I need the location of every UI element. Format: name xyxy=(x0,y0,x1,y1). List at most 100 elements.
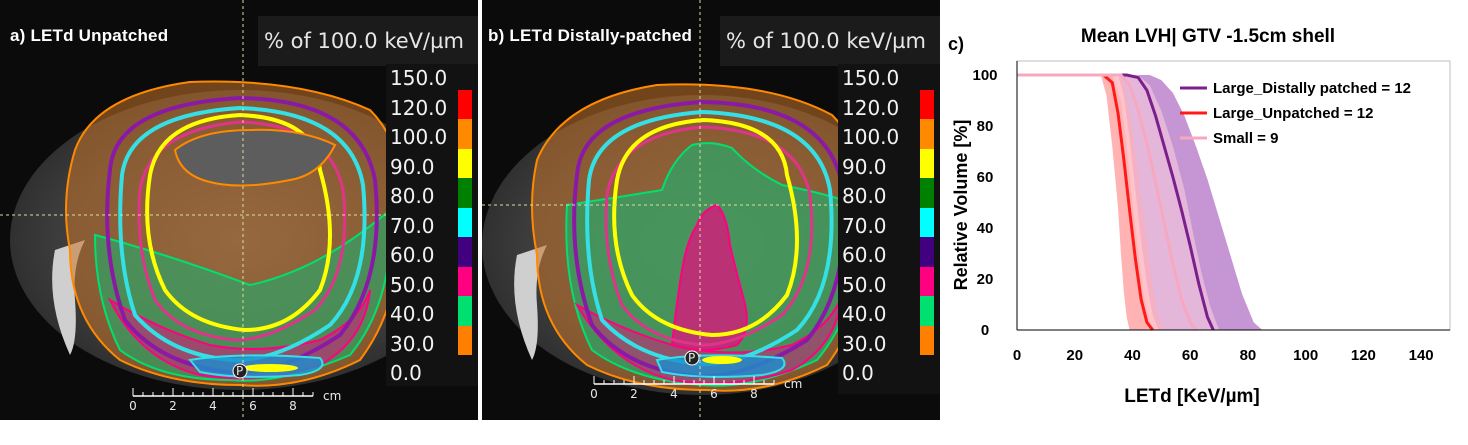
marker-label: P xyxy=(688,351,696,365)
marker-circle xyxy=(684,350,700,366)
chart-title: Mean LVH| GTV -1.5cm shell xyxy=(1081,26,1335,47)
legend-swatch xyxy=(920,148,934,178)
legend-value: 80.0 xyxy=(842,184,887,208)
panel-b-dose-legend: 150.0 120.0 100.0 90.0 80.0 70.0 60.0 50.0 40.0 3… xyxy=(838,64,940,394)
lvh-chart-svg: c) Mean LVH| GTV -1.5cm shell Relative V… xyxy=(948,26,1451,407)
series-line-0 xyxy=(1017,73,1215,331)
legend-value: 40.0 xyxy=(390,302,435,326)
y-tick-label: 0 xyxy=(981,322,989,339)
x-tick-label: 20 xyxy=(1066,347,1083,364)
legend-value: 70.0 xyxy=(390,213,435,238)
target-volume-yellow xyxy=(145,112,332,333)
panel-a-letd-unpatched: 0 2 4 6 8 cm a) LETd Unpatched % of 100.0 keV… xyxy=(0,0,478,420)
pelvic-bone-left xyxy=(52,240,85,355)
legend-value: 30.0 xyxy=(842,331,887,356)
x-tick-label: 0 xyxy=(1013,347,1021,364)
chart-panel-label: c) xyxy=(948,34,964,54)
pelvic-bone-left xyxy=(514,245,547,360)
legend-value: 40.0 xyxy=(842,302,887,326)
legend-swatch xyxy=(458,296,472,326)
series-line-2 xyxy=(1017,73,1198,331)
scale-tick-label: 6 xyxy=(710,387,718,401)
marker-circle xyxy=(232,363,248,379)
x-tick-label: 60 xyxy=(1182,347,1199,364)
legend-value: 150.0 xyxy=(390,66,448,90)
panel-a-unit: % of 100.0 keV/µm xyxy=(258,16,478,66)
legend-value: 30.0 xyxy=(390,331,435,356)
scale-tick-label: 4 xyxy=(209,399,217,413)
legend-value: 90.0 xyxy=(842,154,887,179)
series-line-1 xyxy=(1017,73,1154,331)
y-tick-label: 80 xyxy=(977,118,994,135)
legend-swatch xyxy=(458,325,472,355)
x-tick-label: 100 xyxy=(1293,347,1318,364)
contour-purple xyxy=(572,99,846,379)
legend-swatch xyxy=(458,178,472,208)
scale-tick-label: 2 xyxy=(630,387,638,401)
air-pocket xyxy=(173,128,337,187)
legend-value: 60.0 xyxy=(390,243,435,267)
y-tick-label: 100 xyxy=(972,67,997,84)
chart-x-axis-label: LETd [KeV/µm] xyxy=(1124,386,1260,407)
legend-entry-2: Small = 9 xyxy=(1213,130,1278,147)
scale-tick-label: 0 xyxy=(590,387,598,401)
scale-tick-label: 8 xyxy=(750,387,758,401)
legend-value: 100.0 xyxy=(390,125,448,149)
legend-swatch xyxy=(458,237,472,267)
scale-tick-label: 6 xyxy=(249,399,257,413)
x-tick-label: 140 xyxy=(1409,347,1434,364)
legend-swatch xyxy=(920,178,934,208)
legend-value: 0.0 xyxy=(842,361,874,385)
legend-value: 60.0 xyxy=(842,243,887,267)
legend-swatch xyxy=(458,148,472,178)
legend-value: 70.0 xyxy=(842,213,887,238)
legend-value: 150.0 xyxy=(842,66,900,90)
contour-cyan xyxy=(118,105,367,363)
series-band-2 xyxy=(1017,75,1220,330)
legend-entry-1: Large_Unpatched = 12 xyxy=(1213,105,1373,122)
x-tick-label: 40 xyxy=(1124,347,1141,364)
legend-swatch xyxy=(920,296,934,326)
legend-swatch xyxy=(458,266,472,296)
legend-swatch xyxy=(920,89,934,119)
scale-bar: 0 2 4 6 8 cm xyxy=(590,376,802,401)
marker-label: P xyxy=(236,364,244,378)
legend-value: 80.0 xyxy=(390,184,435,208)
legend-swatch xyxy=(920,207,934,237)
y-tick-label: 60 xyxy=(977,169,994,186)
legend-swatch xyxy=(920,237,934,267)
panel-b-letd-distally-patched: 0 2 4 6 8 cm b) LETd Distally-patched % of 10… xyxy=(482,0,940,420)
panel-b-title: b) LETd Distally-patched xyxy=(488,26,693,45)
legend-swatch xyxy=(920,325,934,355)
target-volume-yellow xyxy=(612,117,799,338)
legend-value: 100.0 xyxy=(842,125,900,149)
legend-entry-0: Large_Distally patched = 12 xyxy=(1213,80,1411,97)
dose-region-90 xyxy=(702,356,742,364)
legend-swatch xyxy=(458,89,472,119)
scale-unit: cm xyxy=(784,377,802,391)
ct-image-unpatched: 0 2 4 6 8 cm xyxy=(0,0,478,420)
panel-b-unit: % of 100.0 keV/µm xyxy=(720,16,940,66)
ct-image-distally-patched: 0 2 4 6 8 cm xyxy=(482,0,940,420)
dose-region-90 xyxy=(242,364,298,372)
scale-tick-label: 2 xyxy=(169,399,177,413)
legend-value: 50.0 xyxy=(390,272,435,297)
panel-c-lvh-chart: c) Mean LVH| GTV -1.5cm shell Relative V… xyxy=(945,0,1468,440)
legend-value: 90.0 xyxy=(390,154,435,179)
scale-tick-label: 0 xyxy=(129,399,137,413)
contour-pink xyxy=(604,125,814,347)
scale-unit: cm xyxy=(323,389,341,403)
panel-a-title: a) LETd Unpatched xyxy=(10,26,169,45)
legend-value: 50.0 xyxy=(842,272,887,297)
panel-a-dose-legend: 150.0 120.0 100.0 90.0 80.0 70.0 60.0 50.0 40.0 3… xyxy=(386,64,478,386)
scale-tick-label: 4 xyxy=(670,387,678,401)
contour-pink xyxy=(137,120,347,342)
contour-purple xyxy=(105,95,379,375)
contour-cyan xyxy=(585,109,834,367)
scale-bar: 0 2 4 6 8 cm xyxy=(129,388,341,413)
dose-region-50 xyxy=(670,203,748,351)
legend-swatch xyxy=(458,207,472,237)
y-tick-label: 20 xyxy=(977,271,994,288)
y-tick-label: 40 xyxy=(977,220,994,237)
legend-value: 120.0 xyxy=(842,95,900,120)
